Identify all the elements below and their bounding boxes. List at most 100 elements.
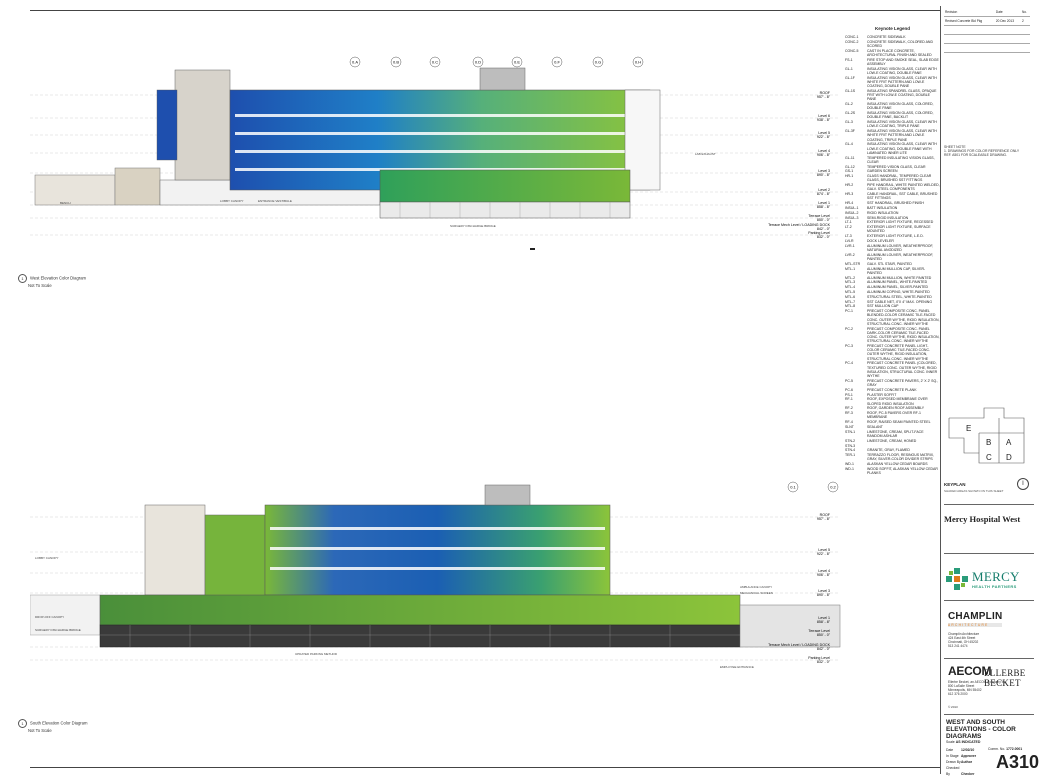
legend-item: INSUL-1 BATT INSULATION [845,206,940,210]
level-name: Level 4 [818,569,830,573]
legend-code: PC-5 [845,378,853,383]
tb-rule [944,600,1034,601]
legend-desc: SST MULLION CAP [867,304,899,309]
legend-item: PC-3 PRECAST CONCRETE PANEL LIGHT-COLOR C… [845,344,940,361]
legend-item: GL-11 TEMPERED INSULATING VISION GLASS, C… [845,156,940,164]
level-name: Level 1 [818,201,830,205]
legend-code: LVLR [845,238,854,243]
legend-item: STN-2 LIMESTONE, CREAM, HONED [845,439,940,443]
rev-desc: Revised Concrete Bid Pkg [944,16,995,26]
legend-code: RF-3 [845,411,853,416]
legend-item: RF-4 ROOF, RAISED SEAM PAINTED STEEL [845,420,940,424]
grid-label: 0.G [595,60,601,65]
callout-label: EMPLOYEE ENTRANCE [720,665,754,669]
rev-col: No. [1020,8,1030,17]
level-elev: 850' - 0" [817,633,831,637]
level-name: Level 4 [818,149,830,153]
level-elev: 957' - 8" [817,95,831,99]
legend-item: GL-3 INSULATING VISION GLASS, CLEAR WITH … [845,120,940,128]
note-line: 1. DRAWINGS FOR COLOR REFERENCE ONLY [944,149,1020,153]
stage-label: In Stage [946,754,959,758]
keyplan-subtitle: SHADED AREAS SHOWN ON THIS SHEET [944,489,1004,493]
legend-item: GL-1 INSULATING VISION GLASS, CLEAR WITH … [845,67,940,75]
view-scale-note: Not To Scale [28,283,52,288]
legend-code: HR-4 [845,201,854,206]
stage-value: Approver [961,754,977,758]
revision-table: Revision Date No. Revised Concrete Bid P… [944,8,1030,53]
legend-desc: SEMI-RIGID INSULATION [867,215,909,220]
champlin-logo: CHAMPLIN [948,611,1003,622]
west-callouts: LOBBY CANOPY ENTRANCE VESTIBULE SURGERY … [60,152,716,228]
tb-rule [944,504,1034,505]
keyplan-area: E [966,424,971,433]
level-elev: 957' - 8" [817,517,831,521]
west-stone-wall [114,167,161,206]
project-name: Mercy Hospital West [944,514,1021,524]
mercy-cross-icon [946,568,968,590]
address-line: Cincinnati, OH 45202 [948,640,979,644]
west-elevation-drawing: 0.A 0.B 0.C 0.D 0.E 0.F 0.G 0.H ROOF957'… [30,56,840,250]
legend-code: PC-4 [845,361,853,366]
west-tower-end [624,89,661,191]
legend-code: TER-1 [845,453,856,458]
legend-desc: PRECAST CONCRETE PLANK [867,387,917,392]
legend-desc: SST CABLE NET, 4"X 4" MAX. OPENING [867,299,933,304]
legend-desc: ROOF, RAISED SEAM PAINTED STEEL [867,420,931,425]
legend-code: GL-2S [845,111,856,116]
title-block: Revision Date No. Revised Concrete Bid P… [944,8,1039,776]
legend-code: GL-2 [845,102,853,107]
legend-code: INSUL-2 [845,210,859,215]
legend-desc: PRECAST CONCRETE PAVERS, 2' X 2' SQ., GR… [867,378,939,387]
checked-value: Checker [961,772,975,776]
legend-desc: GALV. STL STAIR, PAINTED [867,261,912,266]
legend-item: LVR-2 ALUMINUM LOUVER, WEATHERPROOF, PAIN… [845,253,940,261]
legend-desc: BATT INSULATION [867,206,898,210]
west-stair-tower [174,69,231,181]
legend-item: HR-3 CABLE HANDRAIL, SST CABLE, BRUSHED S… [845,192,940,200]
legend-code: MTL-4 [845,285,856,290]
level-name: Level 6 [818,114,830,118]
sheet-title-line: WEST AND SOUTH [946,719,1005,726]
revision-header: Revision Date No. [944,8,1030,17]
legend-item: RF-2 ROOF, GARDEN ROOF ASSEMBLY [845,406,940,410]
comm-value: 1772.0001 [1006,747,1023,751]
view-number: 1 [18,719,27,728]
level-name: Level 2 [818,188,830,192]
legend-item: HR-4 SST HANDRAIL, BRUSHED FINISH [845,201,940,205]
legend-code: GL-3 [845,120,853,125]
level-elev: 842' - 0" [817,227,831,231]
legend-code: RF-1 [845,397,853,402]
south-elevation: 0.1 0.2 ROOF 957' - 8" Level 5 922' - 8" L… [30,455,850,710]
south-mech-penthouse [484,484,531,506]
legend-item: STN-4 GRANITE, GRAY, FLAMED [845,448,940,452]
legend-desc: PLASTER SOFFIT [867,392,897,397]
legend-item: PS-1 PLASTER SOFFIT [845,393,940,397]
legend-desc: LIMESTONE, CREAM, HONED [867,438,917,443]
legend-code: RF-4 [845,420,853,425]
legend-item: MTL-2 ALUMINUM MULLION, WHITE PAINTED [845,276,940,280]
legend-desc: GLASS HANDRAIL, TEMPERED CLEAR GLASS, BR… [867,174,932,183]
level-elev: 832' - 0" [817,660,831,664]
level-name: ROOF [820,91,831,95]
champlin-address: Champlin Architecture 424 East 4th Stree… [948,632,979,648]
address-line: Champlin Architecture [948,632,980,636]
address-line: 424 East 4th Street [948,636,976,640]
legend-desc: STRUCTURAL STEEL, WHITE-PAINTED [867,294,932,299]
grid-label: 0.2 [830,485,836,490]
west-mullions [399,202,611,218]
address-line: 513 241 4474 [948,644,968,648]
comm-label: Comm. No. [988,747,1006,751]
keyplan-drawing: E B A C D [948,407,1025,464]
legend-desc: INSULATING VISION GLASS, CLEAR WITH LOW-… [867,142,937,155]
grid-label: 0.H [635,60,641,65]
grid-label: 0.C [432,60,438,65]
sheet-info: Date 12/02/10 In Stage Approver Drawn ByAu… [946,747,996,777]
legend-code: GL-1 [845,66,853,71]
legend-item: PC-6 PRECAST CONCRETE PLANK [845,388,940,392]
legend-desc: PRECAST CONCRETE PANEL LIGHT-COLOR CERAM… [867,343,930,361]
legend-code: SLNT [845,424,854,429]
level-elev: 938' - 8" [817,118,831,122]
legend-item: RF-1 ROOF, EXPOSED MEMBRANE OVER SLOPED R… [845,397,940,405]
legend-desc: PRECAST COMPOSITE CONC. PANEL DARK-COLOR… [867,326,940,344]
level-name: Terrace Level [808,629,830,633]
